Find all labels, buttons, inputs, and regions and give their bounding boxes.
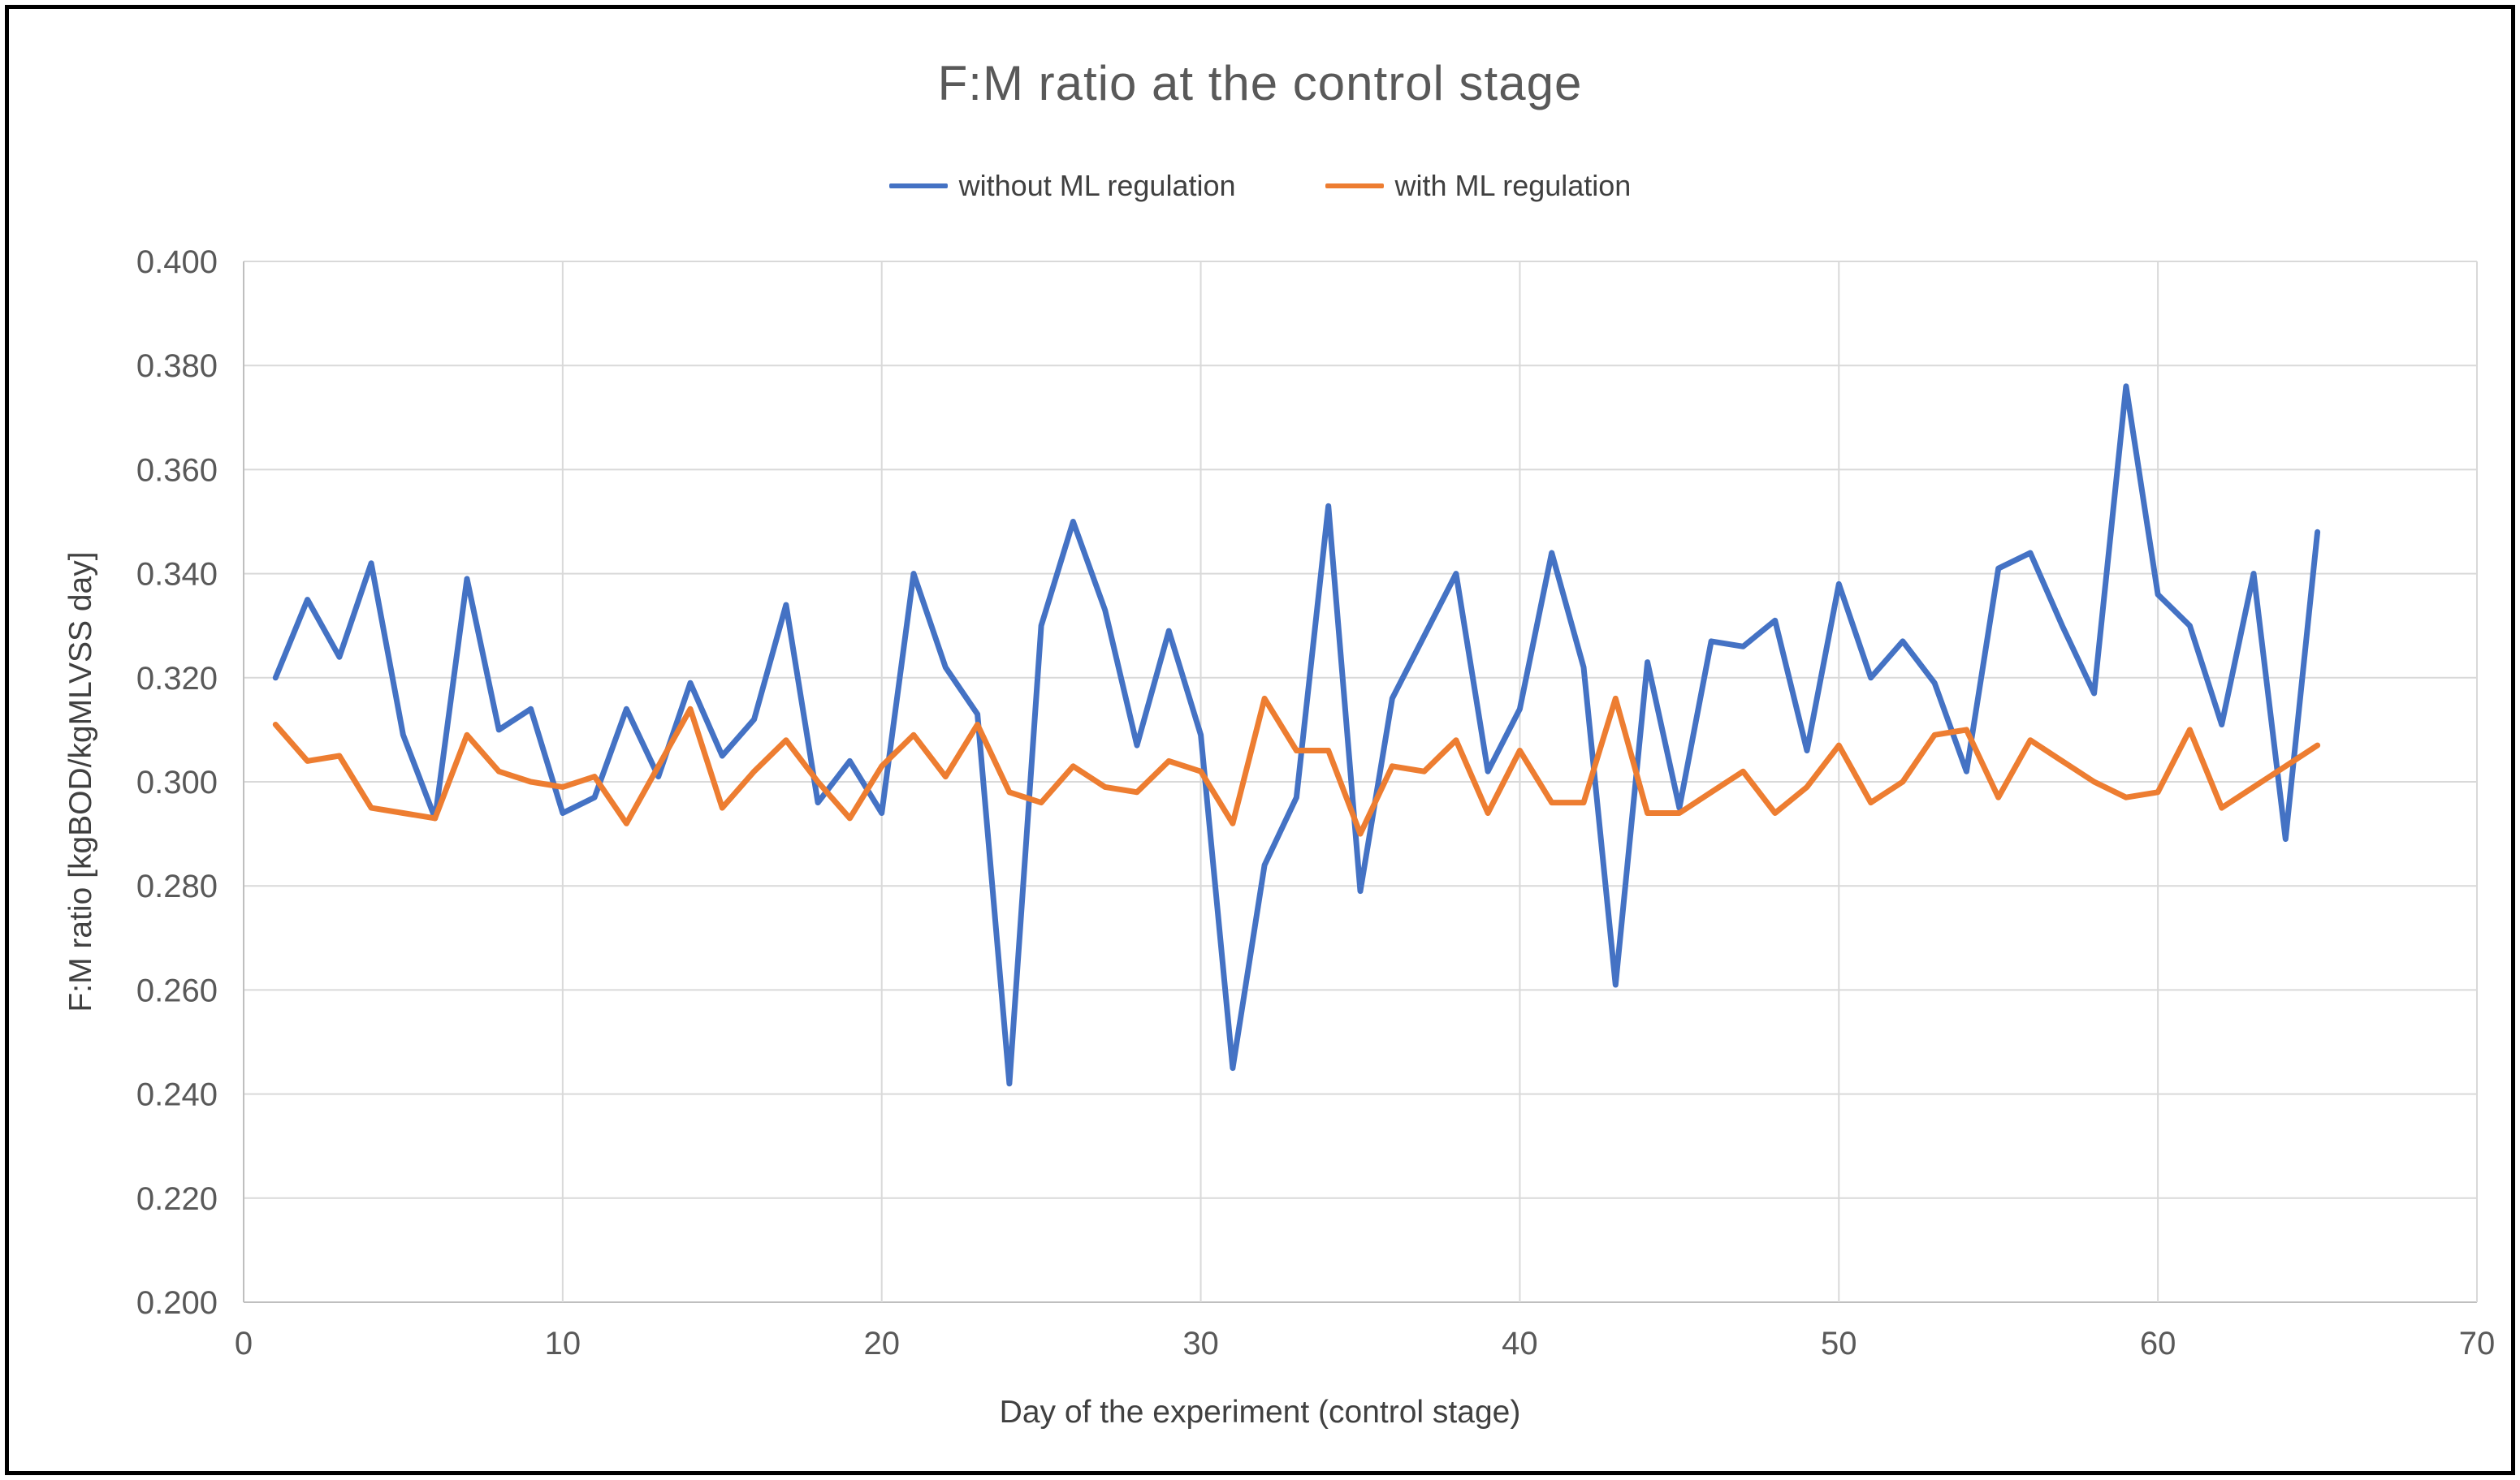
svg-text:0.220: 0.220 bbox=[136, 1181, 218, 1217]
svg-text:0: 0 bbox=[235, 1326, 253, 1361]
svg-text:20: 20 bbox=[863, 1326, 900, 1361]
svg-text:40: 40 bbox=[1502, 1326, 1538, 1361]
y-tick-labels: 0.200 0.220 0.240 0.260 0.280 0.300 0.320 0.340… bbox=[136, 244, 218, 1321]
x-tick-labels: 0 10 20 30 40 50 60 70 bbox=[235, 1326, 2495, 1361]
legend-line-swatch bbox=[888, 183, 948, 188]
series-line-with-ml-regulation bbox=[272, 695, 2321, 837]
svg-text:10: 10 bbox=[545, 1326, 581, 1361]
svg-text:0.320: 0.320 bbox=[136, 661, 218, 697]
svg-text:0.360: 0.360 bbox=[136, 452, 218, 488]
svg-text:0.240: 0.240 bbox=[136, 1077, 218, 1113]
legend-label: without ML regulation bbox=[958, 169, 1236, 202]
svg-text:0.340: 0.340 bbox=[136, 557, 218, 593]
legend-item: with ML regulation bbox=[1325, 169, 1632, 203]
legend-item: without ML regulation bbox=[888, 169, 1236, 203]
legend-line-swatch bbox=[1325, 183, 1384, 188]
svg-text:70: 70 bbox=[2459, 1326, 2496, 1361]
svg-text:60: 60 bbox=[2140, 1326, 2176, 1361]
svg-text:0.300: 0.300 bbox=[136, 765, 218, 800]
svg-text:50: 50 bbox=[1821, 1326, 1857, 1361]
svg-text:0.380: 0.380 bbox=[136, 348, 218, 384]
chart-legend: without ML regulation with ML regulation bbox=[0, 169, 2520, 203]
h-gridlines bbox=[244, 261, 2477, 1303]
y-axis-title: F:M ratio [kgBOD/kgMLVSS day] bbox=[63, 551, 98, 1012]
svg-text:0.260: 0.260 bbox=[136, 973, 218, 1008]
svg-text:0.400: 0.400 bbox=[136, 244, 218, 280]
v-gridlines bbox=[243, 261, 2478, 1302]
svg-text:0.200: 0.200 bbox=[136, 1285, 218, 1321]
series-line-without-ml-regulation bbox=[272, 383, 2321, 1087]
legend-label: with ML regulation bbox=[1394, 169, 1632, 202]
x-axis-title: Day of the experiment (control stage) bbox=[999, 1395, 1521, 1430]
chart-title: F:M ratio at the control stage bbox=[937, 56, 1583, 110]
svg-text:0.280: 0.280 bbox=[136, 869, 218, 904]
svg-text:30: 30 bbox=[1182, 1326, 1219, 1361]
